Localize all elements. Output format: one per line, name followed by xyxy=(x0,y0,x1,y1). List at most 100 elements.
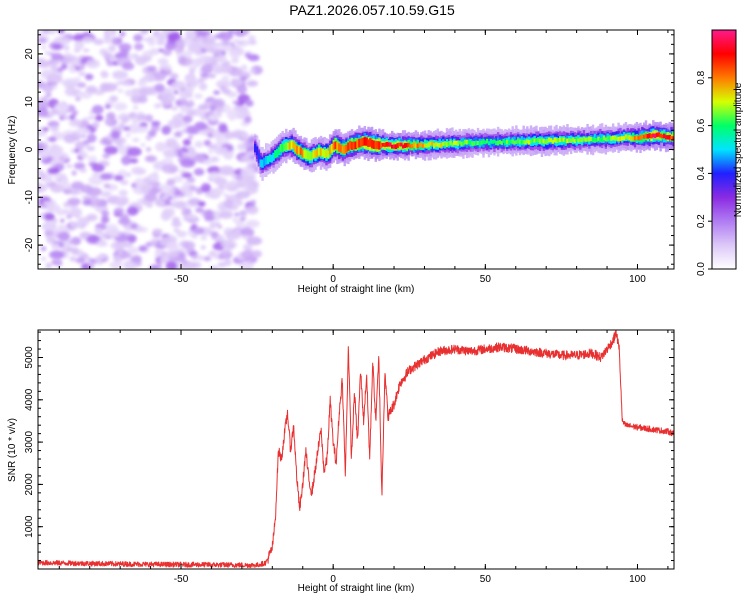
noise-speckle xyxy=(204,209,214,219)
ridge-cell xyxy=(345,144,348,153)
snr-x-tick-label: 50 xyxy=(480,574,492,585)
ridge-cell xyxy=(593,138,597,143)
noise-speckle xyxy=(46,234,56,243)
ridge-cell xyxy=(571,137,575,142)
noise-speckle xyxy=(221,88,231,95)
noise-speckle xyxy=(139,30,149,35)
noise-speckle xyxy=(226,182,234,188)
noise-speckle xyxy=(88,262,95,269)
noise-speckle xyxy=(110,241,125,250)
ridge-cell xyxy=(383,142,387,147)
noise-speckle xyxy=(40,256,47,262)
ridge-cell xyxy=(608,135,611,141)
noise-speckle xyxy=(41,96,48,102)
noise-speckle xyxy=(126,172,131,177)
ridge-cell xyxy=(432,143,436,148)
ridge-cell xyxy=(303,149,306,159)
noise-speckle xyxy=(82,48,90,53)
noise-speckle xyxy=(56,178,62,183)
noise-speckle xyxy=(216,79,231,89)
noise-speckle xyxy=(62,57,73,65)
noise-speckle xyxy=(240,64,248,71)
ridge-cell xyxy=(270,154,273,163)
ridge-cell xyxy=(422,143,425,149)
noise-speckle xyxy=(241,30,250,35)
ridge-cell xyxy=(389,142,392,147)
noise-speckle xyxy=(139,184,153,192)
ridge-cell xyxy=(279,144,283,152)
noise-speckle xyxy=(63,45,70,51)
ridge-cell xyxy=(321,148,325,157)
noise-speckle xyxy=(169,73,179,80)
noise-speckle xyxy=(246,236,263,246)
ridge-cell xyxy=(575,136,578,142)
noise-speckle xyxy=(75,214,81,219)
spectrogram-y-axis-label: Frequency (Hz) xyxy=(7,116,18,185)
ridge-cell xyxy=(624,134,628,139)
noise-speckle xyxy=(122,252,133,259)
ridge-cell xyxy=(558,137,562,143)
ridge-cell xyxy=(296,145,299,155)
noise-speckle xyxy=(74,141,85,151)
noise-speckle xyxy=(113,174,124,182)
noise-speckle xyxy=(197,201,206,207)
noise-speckle xyxy=(188,197,202,206)
ridge-cell xyxy=(657,132,660,137)
ridge-cell xyxy=(445,142,449,147)
noise-speckle xyxy=(184,190,194,198)
noise-speckle xyxy=(182,261,197,269)
noise-speckle xyxy=(155,198,165,207)
noise-speckle xyxy=(173,189,183,196)
ridge-cell xyxy=(283,143,286,152)
noise-speckle xyxy=(236,143,247,151)
noise-speckle xyxy=(218,31,234,41)
noise-speckle xyxy=(116,143,124,149)
noise-speckle xyxy=(113,255,121,262)
noise-speckle xyxy=(94,227,104,234)
noise-speckle xyxy=(48,59,55,64)
noise-speckle xyxy=(167,250,180,258)
ridge-cell xyxy=(506,139,509,145)
noise-speckle xyxy=(240,76,248,81)
colorbar-tick-label: 0.0 xyxy=(696,262,707,276)
noise-speckle xyxy=(126,133,131,137)
noise-speckle xyxy=(70,246,79,255)
noise-speckle xyxy=(38,183,48,193)
noise-speckle xyxy=(224,258,232,266)
ridge-cell xyxy=(635,135,639,140)
ridge-cell xyxy=(564,138,567,144)
noise-speckle xyxy=(101,210,110,217)
noise-speckle xyxy=(138,245,148,252)
noise-speckle xyxy=(247,35,256,41)
ridge-cell xyxy=(431,141,434,146)
ridge-cell xyxy=(380,142,383,148)
noise-speckle xyxy=(247,162,253,166)
noise-speckle xyxy=(216,54,227,64)
ridge-cell xyxy=(268,154,272,163)
noise-speckle xyxy=(44,176,53,185)
ridge-cell xyxy=(294,143,297,153)
noise-speckle xyxy=(51,259,58,266)
noise-speckle xyxy=(235,190,250,199)
noise-speckle xyxy=(124,89,136,97)
ridge-cell xyxy=(484,140,487,145)
ridge-cell xyxy=(637,135,640,141)
noise-speckle xyxy=(38,107,49,118)
ridge-cell xyxy=(401,144,405,149)
snr-x-ticks: -50 0 50 100 xyxy=(58,330,669,585)
colorbar-tick-label: 0.2 xyxy=(696,214,707,228)
noise-speckle xyxy=(38,101,49,109)
ridge-cell xyxy=(464,139,467,145)
noise-speckle xyxy=(93,38,104,46)
ridge-cell xyxy=(370,139,374,149)
noise-speckle xyxy=(114,81,122,86)
ridge-cell xyxy=(336,141,339,151)
noise-speckle xyxy=(59,181,71,188)
noise-speckle xyxy=(122,126,131,132)
noise-speckle xyxy=(209,265,219,269)
ridge-cell xyxy=(292,141,295,149)
ridge-cell xyxy=(305,150,308,159)
noise-speckle xyxy=(250,186,259,194)
noise-speckle xyxy=(214,177,228,186)
noise-speckle xyxy=(208,114,218,122)
